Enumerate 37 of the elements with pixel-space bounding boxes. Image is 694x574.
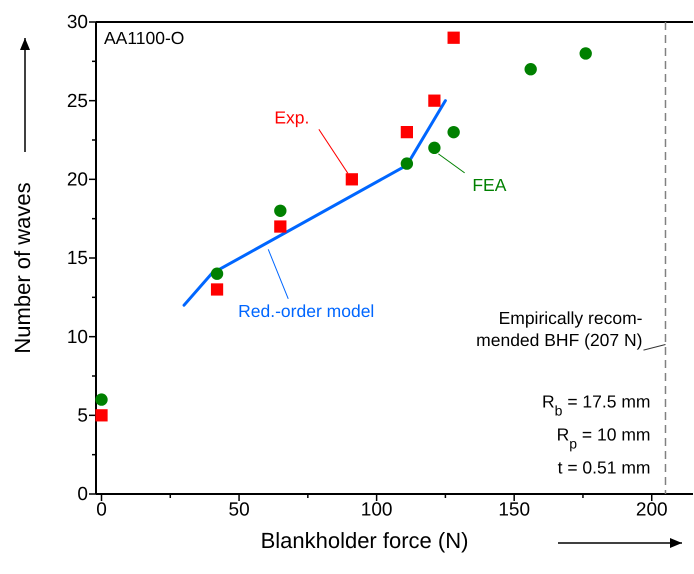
x-tick-label: 50 — [228, 499, 250, 520]
annotation: t = 0.51 mm — [558, 457, 650, 478]
x-tick-label: 150 — [498, 499, 530, 520]
point — [524, 63, 537, 76]
point — [274, 220, 286, 233]
point — [447, 126, 460, 138]
y-tick-label: 0 — [77, 484, 88, 506]
point — [580, 47, 592, 60]
point — [95, 393, 108, 406]
annotation: R$_{p}$ = 10 mm — [556, 424, 650, 452]
text: FEA — [472, 174, 507, 195]
point — [274, 204, 287, 217]
y-tick-label: 10 — [66, 326, 88, 348]
point — [210, 268, 224, 280]
point — [400, 126, 414, 138]
x-tick-label: 200 — [636, 499, 668, 520]
point — [400, 157, 414, 170]
x-tick-label: 0 — [96, 499, 107, 520]
y-tick-label: 25 — [66, 90, 88, 112]
text: Red.-order model — [238, 300, 374, 321]
x-axis-title: Blankholder force (N) — [260, 528, 468, 553]
point — [448, 32, 460, 44]
point — [210, 283, 224, 296]
annotation: R$_{b}$ = 17.5 mm — [542, 391, 650, 418]
y-tick-label: 20 — [66, 169, 88, 190]
annotation: AA1100-O — [104, 28, 184, 48]
point — [346, 173, 358, 186]
point — [428, 142, 441, 154]
y-axis-title: Number of waves — [10, 182, 35, 354]
text: Exp. — [274, 107, 310, 128]
y-tick-label: 5 — [77, 405, 88, 426]
point — [428, 94, 441, 107]
y-tick-label: 15 — [66, 248, 88, 270]
point — [95, 409, 108, 422]
ref-line-label: Empirically recom- mended BHF (207 N) — [476, 308, 643, 350]
y-tick-label: 30 — [66, 12, 88, 34]
x-tick-label: 100 — [360, 499, 392, 520]
